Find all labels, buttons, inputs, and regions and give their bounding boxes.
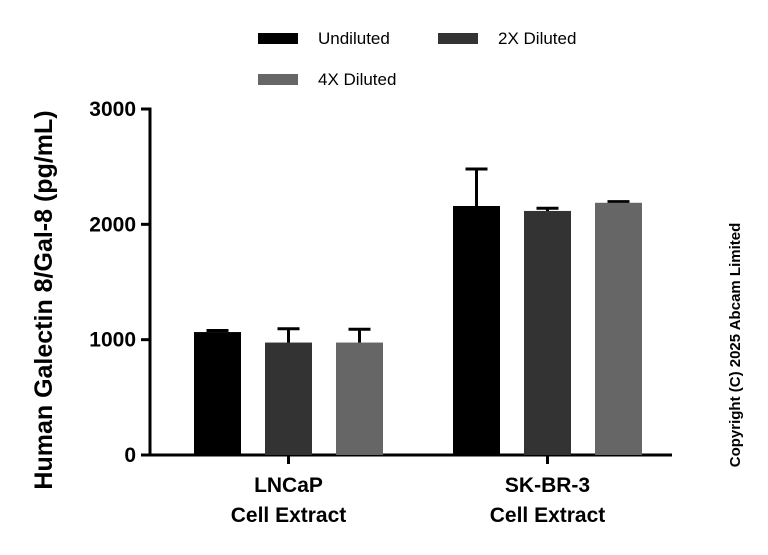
legend-label: 4X Diluted	[318, 70, 396, 89]
legend: Undiluted 2X Diluted 4X Diluted	[258, 29, 576, 89]
bar	[336, 342, 383, 455]
bar	[194, 332, 241, 455]
bar	[453, 205, 500, 455]
axes: 0 1000 2000 3000 LNCaP Cell Extract SK-BR-3 Cel…	[89, 98, 672, 527]
legend-swatch	[438, 33, 478, 44]
bar	[524, 210, 571, 455]
x-tick-label: SK-BR-3	[505, 474, 590, 497]
x-tick-label: Cell Extract	[231, 504, 347, 527]
x-tick-label: Cell Extract	[490, 504, 606, 527]
x-tick-label: LNCaP	[254, 474, 323, 497]
y-tick-label: 1000	[89, 329, 136, 352]
bar	[265, 342, 312, 455]
y-tick-label: 2000	[89, 213, 136, 236]
copyright: Copyright (C) 2025 Abcam Limited	[727, 223, 744, 467]
legend-label: Undiluted	[318, 29, 390, 48]
y-tick-label: 0	[124, 444, 136, 467]
y-tick-label: 3000	[89, 98, 136, 121]
legend-swatch	[258, 74, 298, 85]
bars	[194, 167, 642, 455]
legend-label: 2X Diluted	[498, 29, 576, 48]
bar	[595, 202, 642, 455]
legend-swatch	[258, 33, 298, 44]
y-axis-label: Human Galectin 8/Gal-8 (pg/mL)	[30, 110, 58, 489]
